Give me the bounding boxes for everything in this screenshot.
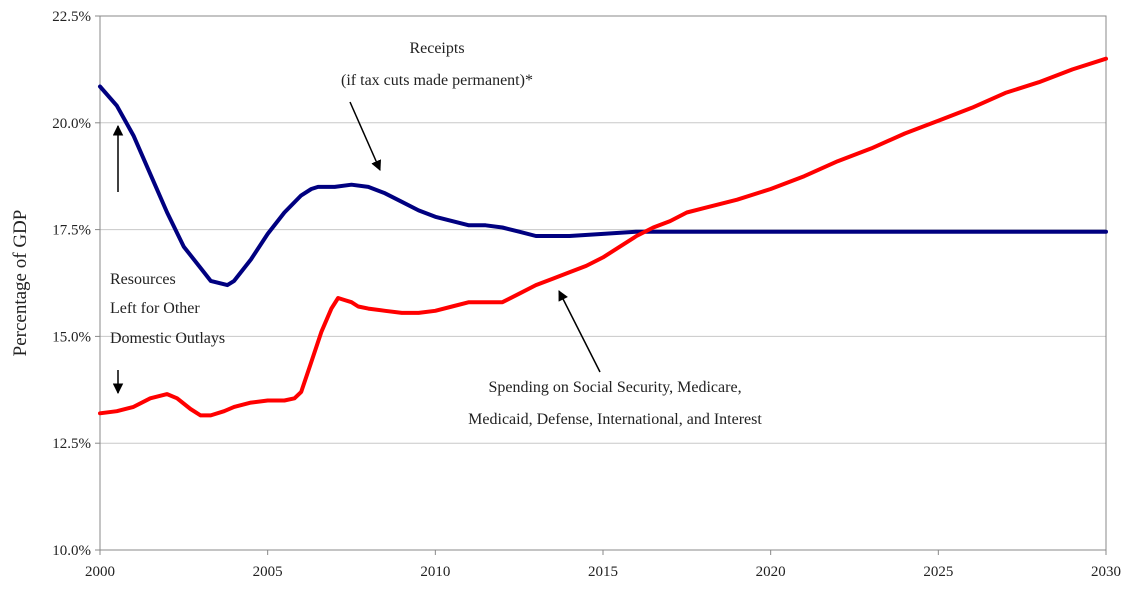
resources-label-line2: Left for Other [110, 300, 200, 317]
x-tick-label-0: 2000 [85, 564, 115, 580]
x-tick-label-4: 2020 [756, 564, 786, 580]
spending-arrow [558, 290, 601, 373]
spending-label-line1: Spending on Social Security, Medicare, [488, 379, 741, 396]
series-lines [98, 56, 1108, 418]
x-tick-label-6: 2030 [1091, 564, 1121, 580]
x-tick-label-1: 2005 [253, 564, 283, 580]
x-tick-label-3: 2015 [588, 564, 618, 580]
y-axis-ticks: 10.0% 12.5% 15.0% 17.5% 20.0% 22.5% [52, 9, 100, 559]
spending-line [98, 56, 1108, 418]
y-tick-label-4: 20.0% [52, 116, 91, 132]
spending-label-line2: Medicaid, Defense, International, and In… [468, 411, 762, 428]
y-tick-label-2: 15.0% [52, 329, 91, 345]
x-axis-ticks: 2000 2005 2010 2015 2020 2025 2030 [85, 550, 1121, 580]
y-tick-label-0: 10.0% [52, 543, 91, 559]
resources-label-line3: Domestic Outlays [110, 330, 225, 347]
y-tick-label-3: 17.5% [52, 223, 91, 239]
receipts-line [98, 84, 1108, 288]
resources-label-line1: Resources [110, 271, 176, 288]
gridlines [100, 15, 1106, 551]
receipts-label-line1: Receipts [409, 40, 464, 57]
receipts-arrow [349, 101, 381, 171]
plot-area-frame [99, 15, 1107, 551]
y-tick-label-5: 22.5% [52, 9, 91, 25]
x-tick-label-2: 2010 [420, 564, 450, 580]
x-tick-label-5: 2025 [923, 564, 953, 580]
receipts-label-line2: (if tax cuts made permanent)* [341, 72, 533, 89]
y-tick-label-1: 12.5% [52, 436, 91, 452]
y-axis-label: Percentage of GDP [10, 210, 31, 357]
